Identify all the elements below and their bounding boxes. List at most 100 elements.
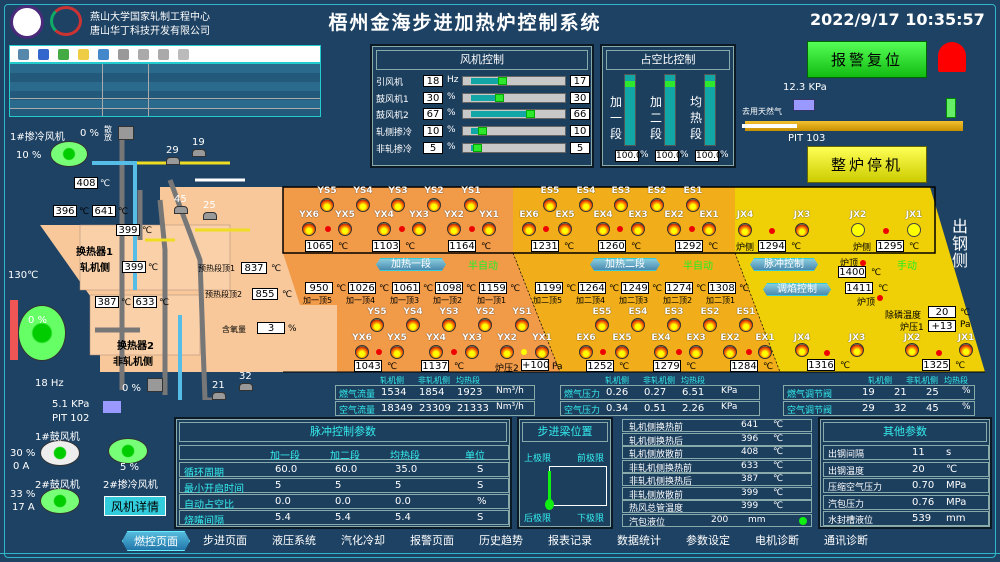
burner-flame-icon[interactable] bbox=[614, 198, 628, 212]
nav-tab[interactable]: 汽化冷却 bbox=[341, 534, 385, 547]
burner-flame-icon[interactable] bbox=[654, 345, 668, 359]
slider-thumb[interactable] bbox=[473, 144, 483, 152]
valve-icon[interactable] bbox=[192, 149, 206, 157]
burner-flame-icon[interactable] bbox=[355, 345, 369, 359]
alarm-list[interactable] bbox=[9, 63, 321, 117]
slider-thumb[interactable] bbox=[494, 94, 504, 102]
burner-flame-icon[interactable] bbox=[500, 345, 514, 359]
burner-flame-icon[interactable] bbox=[427, 198, 441, 212]
duty-slider[interactable] bbox=[664, 74, 676, 146]
valve-icon[interactable] bbox=[239, 383, 253, 391]
burner-flame-icon[interactable] bbox=[338, 222, 352, 236]
blower-1-icon[interactable] bbox=[40, 440, 80, 466]
burner-flame-icon[interactable] bbox=[631, 318, 645, 332]
nav-tab[interactable]: 步进页面 bbox=[203, 534, 247, 547]
damper-icon[interactable] bbox=[147, 378, 163, 392]
alarm-bell-icon[interactable] bbox=[938, 42, 966, 72]
nav-tab[interactable]: 报警页面 bbox=[410, 534, 454, 547]
burner-flame-icon[interactable] bbox=[356, 198, 370, 212]
report-icon[interactable] bbox=[38, 49, 49, 60]
nav-tab[interactable]: 数据统计 bbox=[617, 534, 661, 547]
fan-row-value[interactable]: 10 bbox=[423, 125, 443, 137]
burner-flame-icon[interactable] bbox=[579, 345, 593, 359]
slider-thumb[interactable] bbox=[625, 81, 635, 87]
burner-flame-icon[interactable] bbox=[579, 198, 593, 212]
heat1-zone-button[interactable]: 加热一段 bbox=[376, 258, 446, 271]
duty-slider-value[interactable]: 100.0 bbox=[615, 150, 642, 162]
fan-row-slider[interactable] bbox=[462, 126, 566, 136]
slider-thumb[interactable] bbox=[525, 110, 535, 118]
burner-flame-icon[interactable] bbox=[905, 343, 919, 357]
burner-flame-icon[interactable] bbox=[739, 318, 753, 332]
burner-flame-icon[interactable] bbox=[795, 343, 809, 357]
fan-row-setpoint[interactable]: 5 bbox=[570, 142, 590, 154]
export-icon[interactable] bbox=[118, 49, 129, 60]
burner-flame-icon[interactable] bbox=[738, 223, 752, 237]
fan-row-value[interactable]: 67 bbox=[423, 108, 443, 120]
valve-icon[interactable] bbox=[203, 212, 217, 220]
fan-row-value[interactable]: 30 bbox=[423, 92, 443, 104]
burner-flame-icon[interactable] bbox=[667, 222, 681, 236]
burner-flame-icon[interactable] bbox=[535, 345, 549, 359]
chart-icon[interactable] bbox=[98, 49, 109, 60]
lock-icon[interactable] bbox=[178, 49, 189, 60]
burner-flame-icon[interactable] bbox=[758, 345, 772, 359]
burner-flame-icon[interactable] bbox=[650, 198, 664, 212]
burner-flame-icon[interactable] bbox=[558, 222, 572, 236]
save-icon[interactable] bbox=[158, 49, 169, 60]
burner-flame-icon[interactable] bbox=[406, 318, 420, 332]
blower-2-icon[interactable] bbox=[40, 488, 80, 514]
pulse-control-button[interactable]: 脉冲控制 bbox=[750, 258, 818, 271]
burner-flame-icon[interactable] bbox=[595, 318, 609, 332]
duty-slider-value[interactable]: 100.0 bbox=[695, 150, 722, 162]
fan-row-setpoint[interactable]: 66 bbox=[570, 108, 590, 120]
burner-flame-icon[interactable] bbox=[482, 222, 496, 236]
valve-icon[interactable] bbox=[166, 157, 180, 165]
fan-details-button[interactable]: 风机详情 bbox=[104, 496, 166, 516]
burner-flame-icon[interactable] bbox=[667, 318, 681, 332]
burner-flame-icon[interactable] bbox=[959, 343, 973, 357]
burner-flame-icon[interactable] bbox=[795, 223, 809, 237]
duty-slider-value[interactable]: 100.0 bbox=[655, 150, 682, 162]
burner-flame-icon[interactable] bbox=[370, 318, 384, 332]
burner-flame-icon[interactable] bbox=[464, 198, 478, 212]
burner-flame-icon[interactable] bbox=[543, 198, 557, 212]
burner-flame-icon[interactable] bbox=[689, 345, 703, 359]
burner-flame-icon[interactable] bbox=[390, 345, 404, 359]
burner-flame-icon[interactable] bbox=[631, 222, 645, 236]
fan-row-slider[interactable] bbox=[462, 143, 566, 153]
cooling-fan-1-icon[interactable] bbox=[50, 141, 88, 167]
burner-flame-icon[interactable] bbox=[686, 198, 700, 212]
burner-flame-icon[interactable] bbox=[615, 345, 629, 359]
help-icon[interactable] bbox=[18, 49, 29, 60]
burner-flame-icon[interactable] bbox=[907, 223, 921, 237]
heat2-zone-button[interactable]: 加热二段 bbox=[590, 258, 660, 271]
furnace-stop-button[interactable]: 整炉停机 bbox=[807, 146, 927, 183]
burner-flame-icon[interactable] bbox=[391, 198, 405, 212]
duty-slider[interactable] bbox=[704, 74, 716, 146]
fan-row-setpoint[interactable]: 17 bbox=[570, 75, 590, 87]
cooling-fan-2-icon[interactable] bbox=[108, 438, 148, 464]
burner-flame-icon[interactable] bbox=[703, 318, 717, 332]
print-icon[interactable] bbox=[138, 49, 149, 60]
fan-row-setpoint[interactable]: 10 bbox=[570, 125, 590, 137]
burner-flame-icon[interactable] bbox=[515, 318, 529, 332]
alarm-reset-button[interactable]: 报警复位 bbox=[807, 41, 927, 78]
burner-flame-icon[interactable] bbox=[447, 222, 461, 236]
valve-icon[interactable] bbox=[212, 392, 226, 400]
fan-row-setpoint[interactable]: 30 bbox=[570, 92, 590, 104]
slider-thumb[interactable] bbox=[477, 127, 487, 135]
burner-flame-icon[interactable] bbox=[522, 222, 536, 236]
nav-tab[interactable]: 历史趋势 bbox=[479, 534, 523, 547]
burner-flame-icon[interactable] bbox=[596, 222, 610, 236]
fan-row-slider[interactable] bbox=[462, 76, 566, 86]
fan-row-slider[interactable] bbox=[462, 109, 566, 119]
burner-flame-icon[interactable] bbox=[478, 318, 492, 332]
fan-row-value[interactable]: 5 bbox=[423, 142, 443, 154]
gas-shutoff-valve-icon[interactable] bbox=[946, 98, 956, 118]
burner-flame-icon[interactable] bbox=[429, 345, 443, 359]
folder-icon[interactable] bbox=[78, 49, 89, 60]
duty-slider[interactable] bbox=[624, 74, 636, 146]
nav-tab[interactable]: 报表记录 bbox=[548, 534, 592, 547]
damper-icon[interactable] bbox=[118, 126, 134, 140]
